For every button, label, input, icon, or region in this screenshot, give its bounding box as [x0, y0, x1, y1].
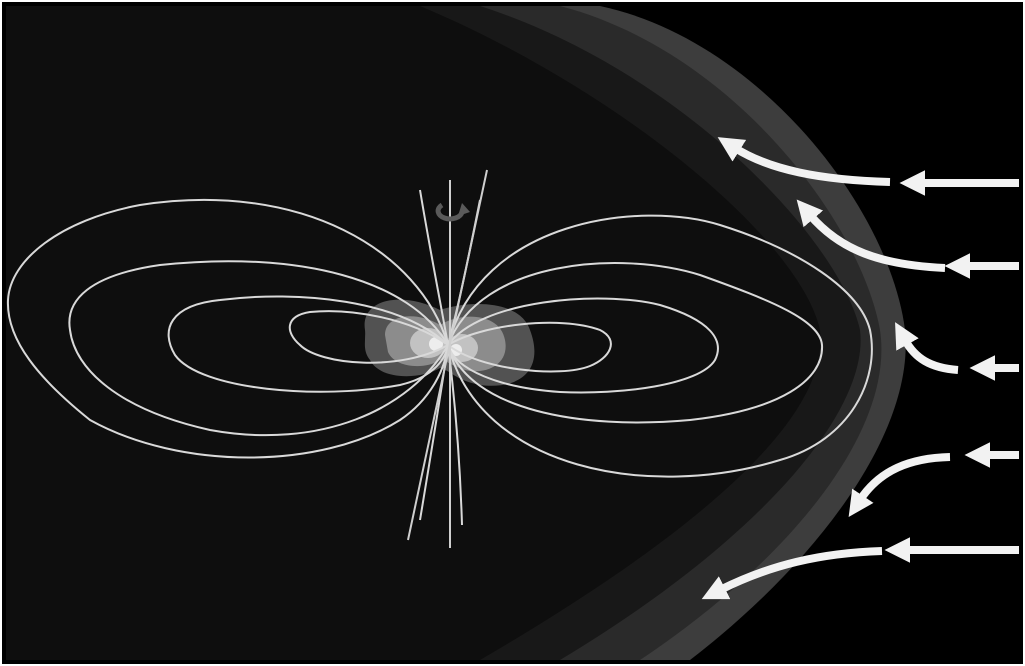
- field-line-left-2: [68, 260, 449, 437]
- field-lines: [6, 189, 873, 526]
- rotation-icon: [435, 202, 470, 222]
- field-line-left-1: [6, 198, 449, 459]
- field-line-left-4: [288, 310, 449, 364]
- polar-line-1: [419, 189, 449, 346]
- field-line-right-1: [447, 214, 873, 478]
- arrow-left-icon: [895, 322, 959, 374]
- arrow-left-icon: [796, 199, 946, 272]
- field-line-right-4: [447, 321, 612, 373]
- solar-wind-arrows: [701, 137, 1019, 600]
- field-line-left-3: [167, 295, 449, 393]
- arrow-left-icon: [717, 137, 891, 186]
- arrow-left-icon: [848, 453, 951, 518]
- field-line-right-3: [447, 297, 719, 394]
- magnetic-axis: [407, 169, 488, 541]
- field-line-right-2: [447, 262, 824, 424]
- arrow-left-icon: [701, 547, 883, 600]
